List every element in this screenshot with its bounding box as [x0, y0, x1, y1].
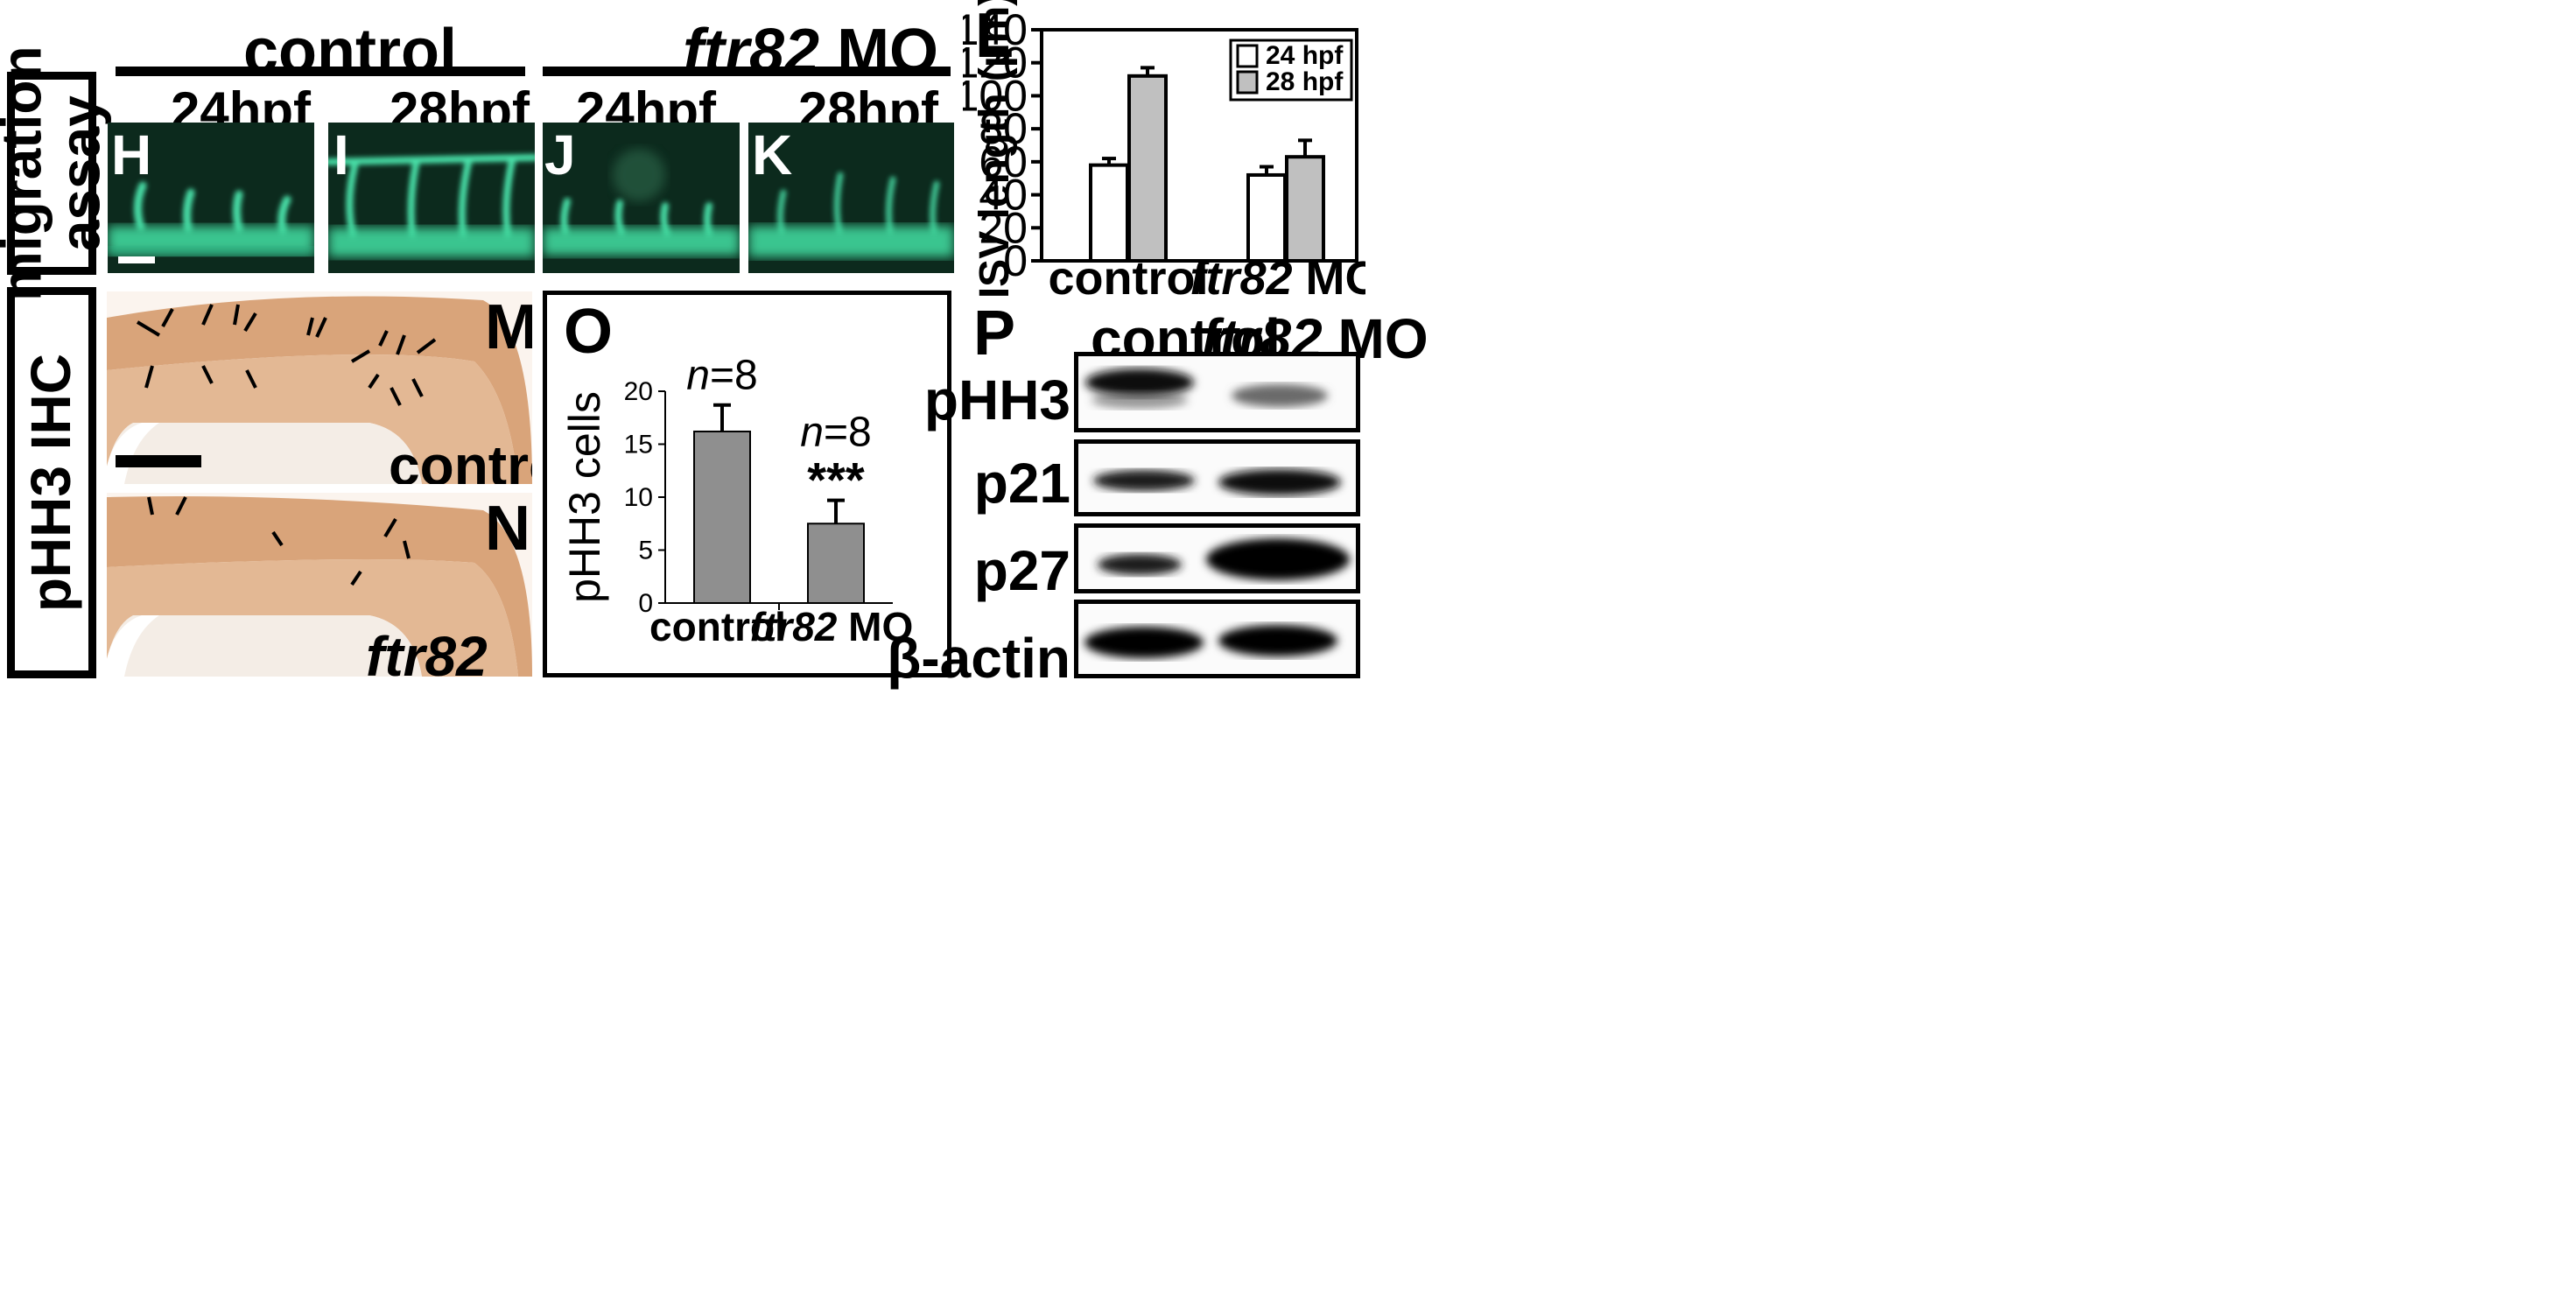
header-ftr82-mo: ftr82 MO	[683, 16, 938, 88]
y-tick-label: 100	[963, 71, 1028, 120]
bar	[1089, 163, 1129, 263]
bar	[1127, 74, 1168, 263]
side-label-line: assay	[49, 95, 112, 251]
gene-name: ftr82	[683, 17, 820, 87]
micrograph-i-image	[328, 154, 535, 257]
blot-bands-p27	[1098, 538, 1350, 580]
header-rule-control	[116, 67, 525, 76]
panel-letter-p: P	[973, 298, 1016, 368]
bar	[807, 523, 865, 604]
micrograph-j-image	[543, 149, 740, 256]
micrograph-j: J	[543, 123, 740, 273]
micrograph-m: M control	[107, 291, 532, 484]
y-tick-label: 5	[638, 537, 653, 565]
panel-letter-i: I	[333, 123, 349, 186]
significance-label: ***	[807, 453, 865, 508]
side-label-migration-box: migration assay	[0, 46, 112, 301]
panel-letter-m: M	[485, 292, 532, 362]
y-tick-label: 0	[638, 589, 653, 618]
side-label-line: migration	[0, 46, 53, 301]
side-label-migration: migration assay	[0, 46, 112, 301]
x-tick-label: ftr82 MO	[1190, 252, 1365, 305]
side-label-ihc: pHH3 IHC	[19, 353, 83, 613]
y-axis-label: pHH3 cells	[560, 391, 609, 603]
bar	[1285, 155, 1325, 263]
y-tick-label: 20	[624, 377, 653, 406]
scale-bar	[116, 455, 201, 467]
y-tick-label: 60	[979, 137, 1028, 186]
panel-letter-h: H	[111, 123, 152, 186]
micrograph-n: N ftr82 MO	[107, 493, 532, 677]
y-tick-label: 15	[624, 431, 653, 460]
n-label: n=8	[800, 410, 871, 456]
blot-label-beta-actin: β-actin	[887, 627, 1070, 690]
legend-swatch	[1236, 70, 1259, 95]
legend-label: 28 hpf	[1266, 67, 1344, 96]
micrograph-h-image	[108, 181, 314, 263]
y-tick-label: 40	[979, 171, 1028, 220]
y-tick-label: 20	[979, 203, 1028, 252]
y-axis-label: ISV length (µm)	[972, 0, 1018, 298]
scale-bar	[118, 256, 155, 263]
blot-label-p21: p21	[973, 452, 1070, 515]
header-rule-mo	[543, 67, 951, 76]
panel-letter-o: O	[564, 297, 614, 367]
blot-label-phh3: pHH3	[923, 368, 1070, 432]
blot-row-p21	[1074, 439, 1360, 516]
blot-row-phh3	[1074, 352, 1360, 432]
chart-o-frame	[543, 291, 951, 677]
side-label-ihc-box: pHH3 IHC	[7, 287, 96, 678]
blot-row-p27	[1074, 523, 1360, 593]
micrograph-k: K	[748, 123, 954, 273]
blot-row-beta-actin	[1074, 600, 1360, 678]
x-tick-label: ftr82 MO	[750, 604, 914, 649]
header-control: control	[243, 17, 457, 87]
bar	[693, 430, 751, 604]
plot-frame	[1040, 28, 1358, 263]
panel-letter-j: J	[544, 123, 576, 186]
blot-bands-p21	[1093, 469, 1341, 495]
panel-letter-k: K	[752, 123, 793, 186]
micrograph-i: I	[328, 123, 535, 273]
panel-letter-n: N	[485, 494, 530, 564]
y-tick-label: 80	[979, 104, 1028, 153]
y-tick-label: 0	[1003, 236, 1028, 285]
ihc-caption-mo: ftr82 MO	[366, 624, 532, 677]
blot-bands-beta-actin	[1084, 625, 1337, 658]
blot-bands-phh3	[1085, 368, 1328, 409]
panel-letter-l: L	[975, 1, 1014, 71]
legend-swatch	[1236, 44, 1259, 68]
ihc-caption-control: control	[389, 434, 532, 484]
blot-label-p27: p27	[973, 539, 1070, 602]
y-tick-label: 140	[963, 5, 1028, 54]
gene-name: ftr82	[366, 625, 488, 677]
mo-suffix: MO	[819, 17, 939, 87]
micrograph-m-image	[107, 291, 532, 484]
micrograph-n-image	[107, 493, 532, 677]
x-tick-label: control	[1049, 252, 1209, 305]
legend-label: 24 hpf	[1266, 41, 1344, 70]
n-label: n=8	[686, 353, 757, 399]
micrograph-h: H	[108, 123, 314, 273]
y-tick-label: 10	[624, 483, 653, 512]
x-tick-label: control	[649, 604, 786, 649]
bar	[1246, 172, 1287, 263]
micrograph-k-image	[748, 172, 954, 257]
y-tick-label: 120	[963, 39, 1028, 88]
